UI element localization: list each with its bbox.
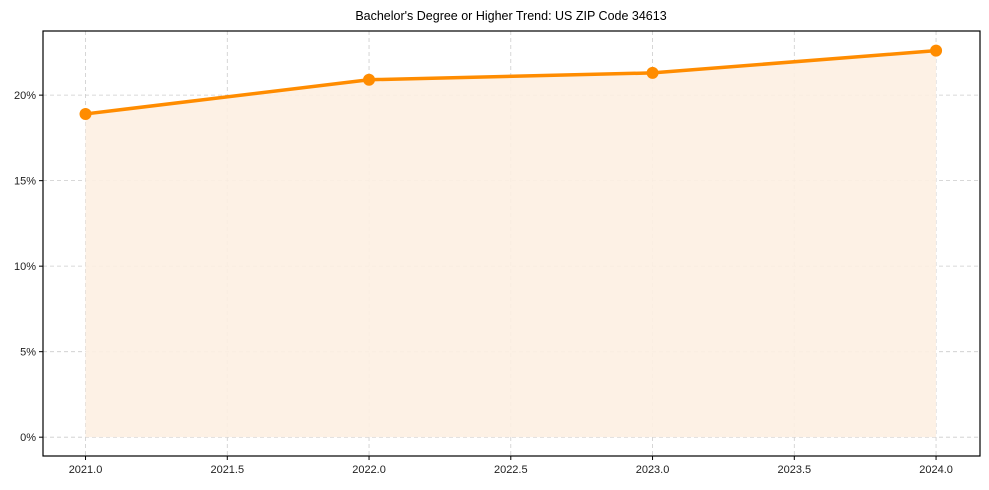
data-point-2023 [646, 66, 659, 79]
x-tick-label: 2021.0 [69, 464, 103, 476]
data-point-2022 [363, 73, 376, 86]
y-tick-label: 15% [14, 176, 36, 188]
x-tick-label: 2022.5 [494, 464, 528, 476]
series-line [85, 48, 937, 116]
chart-title: Bachelor's Degree or Higher Trend: US ZI… [355, 9, 666, 23]
data-point-2024 [930, 44, 943, 57]
data-point-2021 [79, 107, 92, 120]
y-tick-label: 5% [20, 347, 36, 359]
x-tick-label: 2021.5 [210, 464, 244, 476]
x-axis: 2021.0 2021.5 2022.0 2022.5 2023.0 2023.5 2024… [69, 456, 953, 476]
data-markers [79, 44, 943, 120]
y-tick-label: 0% [20, 432, 36, 444]
axes-frame [42, 30, 981, 457]
x-tick-label: 2023.0 [636, 464, 670, 476]
x-tick-label: 2023.5 [777, 464, 811, 476]
y-axis: 0% 5% 10% 15% 20% [14, 90, 43, 444]
area-fill [85, 50, 937, 438]
x-tick-label: 2024.0 [919, 464, 953, 476]
x-tick-label: 2022.0 [352, 464, 386, 476]
y-tick-label: 10% [14, 261, 36, 273]
y-tick-label: 20% [14, 90, 36, 102]
